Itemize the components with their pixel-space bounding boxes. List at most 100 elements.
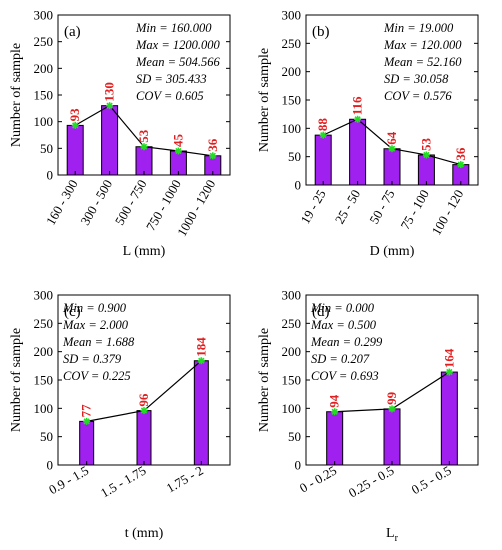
x-axis-label-main: L (mm) bbox=[123, 244, 166, 259]
bar bbox=[136, 410, 152, 466]
data-label: 94 bbox=[327, 394, 342, 408]
data-point bbox=[445, 368, 453, 376]
y-tick-label: 150 bbox=[282, 93, 302, 108]
x-axis-label-subscript: r bbox=[395, 533, 399, 544]
x-tick-label: 0.25 - 0.5 bbox=[346, 463, 397, 501]
data-point bbox=[197, 357, 205, 365]
panel-label: (a) bbox=[64, 24, 81, 40]
bar bbox=[314, 134, 332, 186]
data-label: 36 bbox=[453, 147, 468, 161]
y-tick-label: 300 bbox=[282, 8, 302, 23]
data-label: 53 bbox=[136, 129, 151, 143]
bar bbox=[193, 360, 209, 466]
data-point bbox=[71, 121, 79, 129]
stats-line: COV = 0.225 bbox=[63, 369, 131, 383]
y-tick-label: 150 bbox=[34, 373, 54, 388]
y-tick-label: 150 bbox=[282, 373, 302, 388]
y-tick-label: 50 bbox=[40, 141, 53, 156]
y-axis-label: Number of sample bbox=[9, 43, 24, 147]
y-tick-label: 100 bbox=[34, 114, 54, 129]
x-axis-label-main: D (mm) bbox=[370, 244, 415, 259]
y-tick-label: 250 bbox=[34, 34, 54, 49]
x-tick-label: 0 - 0.25 bbox=[297, 463, 339, 496]
x-axis-label-main: L bbox=[386, 526, 395, 541]
stats-line: Max = 1200.000 bbox=[135, 38, 221, 52]
stats-line: Mean = 1.688 bbox=[62, 335, 135, 349]
stats-line: SD = 30.058 bbox=[384, 72, 449, 86]
y-tick-label: 300 bbox=[34, 288, 54, 303]
stats-line: COV = 0.693 bbox=[311, 369, 379, 383]
stats-line: Min = 160.000 bbox=[135, 21, 212, 35]
panel-label: (d) bbox=[312, 304, 330, 320]
x-tick-label: 50 - 75 bbox=[366, 187, 397, 226]
x-tick-label: 1.75 - 2 bbox=[164, 463, 206, 496]
y-tick-label: 200 bbox=[282, 344, 302, 359]
data-label: 45 bbox=[170, 134, 185, 148]
chart-panel-b: 0 50 100 150 200 250 300 Number of sample 88 116 6… bbox=[257, 8, 479, 259]
x-tick-label: 160 - 300 bbox=[43, 177, 81, 228]
stats-line: Min = 0.900 bbox=[62, 301, 127, 315]
x-tick-label: 0.5 - 0.5 bbox=[409, 463, 454, 498]
y-tick-label: 0 bbox=[295, 458, 302, 473]
stats-line: Max = 2.000 bbox=[62, 318, 129, 332]
data-point bbox=[106, 102, 114, 110]
data-label: 64 bbox=[384, 131, 399, 145]
data-label: 130 bbox=[102, 82, 117, 102]
chart-panel-d: 0 50 100 150 200 250 300 Number of sample 94 99 16… bbox=[257, 288, 479, 544]
data-point bbox=[422, 151, 430, 159]
x-tick-label: 25 - 50 bbox=[332, 187, 363, 226]
y-tick-label: 300 bbox=[282, 288, 302, 303]
y-tick-label: 200 bbox=[282, 64, 302, 79]
y-tick-label: 50 bbox=[288, 149, 301, 164]
y-tick-label: 250 bbox=[282, 36, 302, 51]
data-label: 88 bbox=[315, 118, 330, 132]
y-tick-label: 250 bbox=[34, 316, 54, 331]
data-point bbox=[174, 147, 182, 155]
x-axis-label: D (mm) bbox=[370, 244, 415, 259]
data-point bbox=[388, 405, 396, 413]
bar bbox=[326, 411, 344, 466]
data-label: 36 bbox=[205, 138, 220, 152]
x-tick-label: 300 - 500 bbox=[77, 177, 115, 228]
bar bbox=[101, 105, 119, 176]
y-tick-label: 0 bbox=[47, 458, 54, 473]
x-tick-label: 75 - 100 bbox=[397, 187, 432, 232]
x-tick-label: 100 - 120 bbox=[428, 187, 466, 238]
stats-line: Min = 19.000 bbox=[383, 21, 454, 35]
y-tick-label: 0 bbox=[295, 178, 302, 193]
bar bbox=[383, 408, 401, 466]
y-tick-label: 0 bbox=[47, 168, 54, 183]
bar bbox=[417, 154, 435, 186]
data-point bbox=[209, 152, 217, 160]
stats-line: Mean = 504.566 bbox=[135, 55, 221, 69]
bar bbox=[383, 148, 401, 186]
data-point bbox=[83, 417, 91, 425]
data-label: 53 bbox=[418, 137, 433, 151]
y-axis-label: Number of sample bbox=[9, 328, 24, 432]
panel-label: (c) bbox=[64, 304, 81, 320]
stats-line: SD = 0.379 bbox=[63, 352, 122, 366]
bar bbox=[440, 371, 458, 466]
stats-line: Mean = 52.160 bbox=[383, 55, 462, 69]
y-tick-label: 200 bbox=[34, 61, 54, 76]
stats-line: Max = 120.000 bbox=[383, 38, 462, 52]
data-point bbox=[354, 115, 362, 123]
y-tick-label: 100 bbox=[282, 121, 302, 136]
x-axis-label: L (mm) bbox=[123, 244, 166, 259]
data-label: 184 bbox=[193, 337, 208, 357]
data-label: 77 bbox=[79, 404, 94, 418]
stats-line: COV = 0.605 bbox=[136, 89, 204, 103]
data-label: 93 bbox=[67, 108, 82, 122]
y-tick-label: 200 bbox=[34, 344, 54, 359]
y-axis-label: Number of sample bbox=[257, 328, 272, 432]
x-tick-label: 19 - 25 bbox=[297, 187, 328, 226]
data-label: 99 bbox=[384, 391, 399, 405]
data-point bbox=[140, 407, 148, 415]
y-tick-label: 50 bbox=[288, 429, 301, 444]
bar bbox=[135, 146, 153, 176]
data-label: 96 bbox=[136, 393, 151, 407]
stats-line: COV = 0.576 bbox=[384, 89, 452, 103]
y-tick-label: 150 bbox=[34, 88, 54, 103]
data-point bbox=[388, 145, 396, 153]
